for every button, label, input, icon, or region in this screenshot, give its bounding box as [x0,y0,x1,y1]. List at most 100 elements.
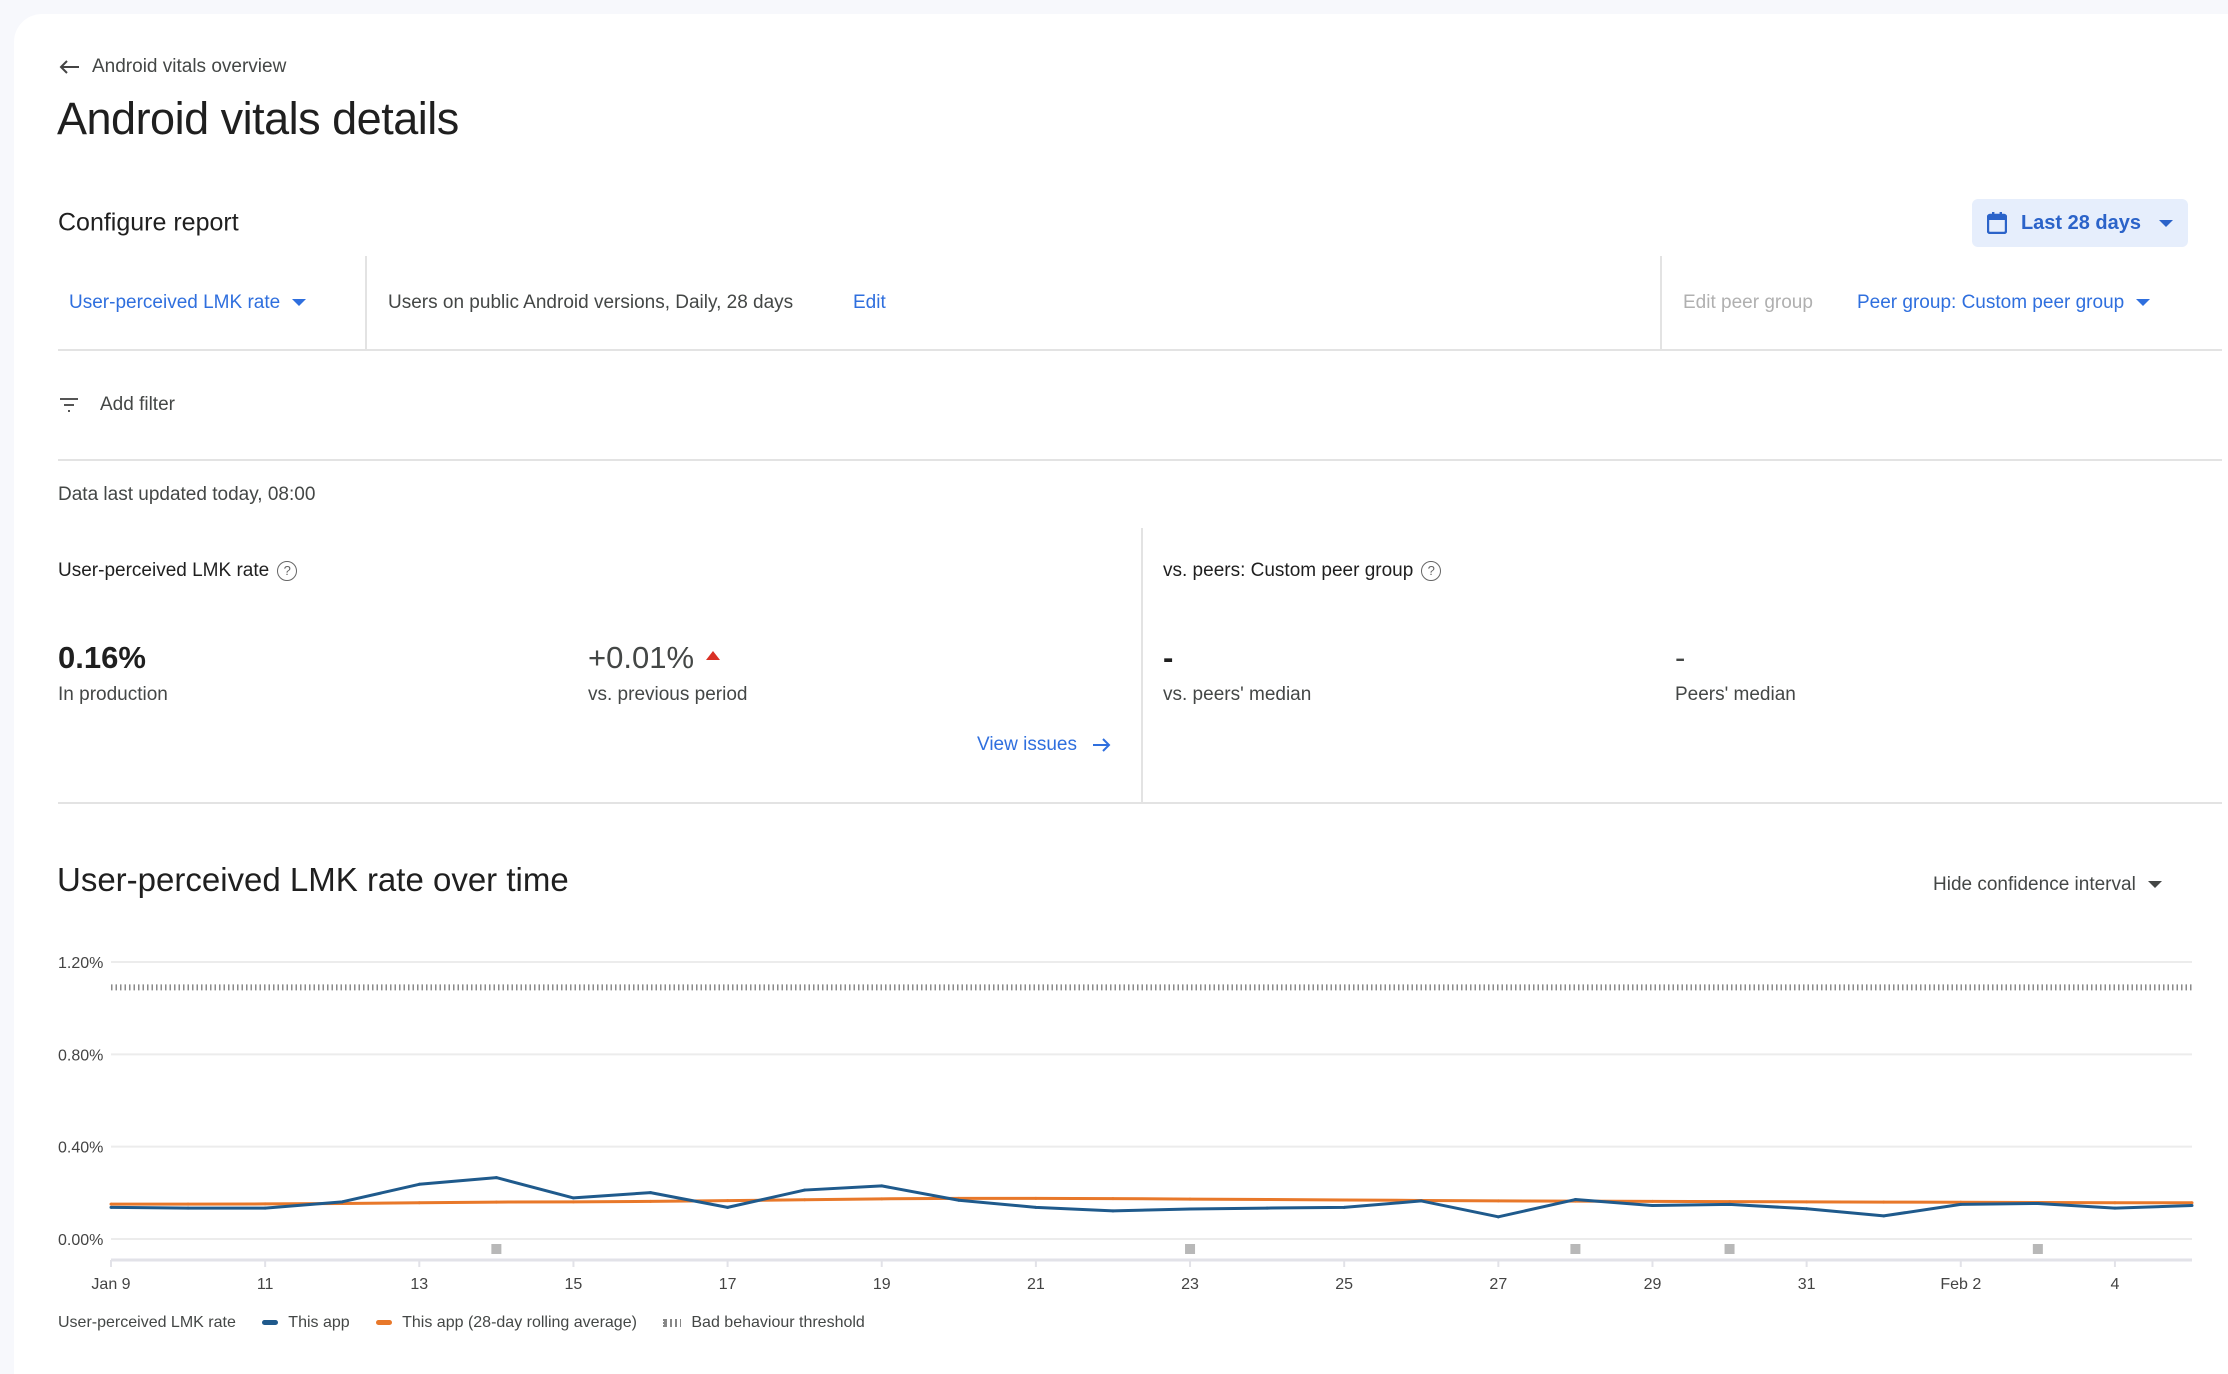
this-app-point [571,1196,575,1200]
metric-title-label: User-perceived LMK rate [58,560,270,581]
date-range-button[interactable]: Last 28 days [1972,199,2188,247]
this-app-point [1265,1206,1269,1210]
metric-value: 0.16% [58,640,146,675]
this-app-point [1728,1202,1732,1206]
this-app-point [2113,1206,2117,1210]
divider [1660,256,1662,350]
back-link-label: Android vitals overview [92,56,287,77]
this-app-point [340,1200,344,1204]
caret-down-icon [2136,299,2151,307]
event-marker [2032,1244,2043,1254]
arrow-back-icon [59,60,79,74]
this-app-point [649,1191,653,1195]
x-tick-label: 17 [719,1276,737,1293]
x-tick-label: 13 [410,1276,428,1293]
rolling-average-point [1188,1197,1192,1201]
metric-value-label: In production [58,684,168,705]
caret-down-icon [2147,881,2162,889]
rolling-average-point [1265,1198,1269,1202]
legend-item-threshold[interactable]: Bad behaviour threshold [663,1314,865,1331]
divider [58,802,2222,804]
legend-swatch [262,1320,279,1326]
metric-title: User-perceived LMK rate? [58,560,298,582]
legend-swatch [376,1320,393,1326]
rolling-average-point [571,1200,575,1204]
metric-change: +0.01% [588,640,721,676]
page-title: Android vitals details [57,93,459,144]
last-updated-text: Data last updated today, 08:00 [58,484,316,505]
legend-title: User-perceived LMK rate [58,1314,236,1331]
this-app-point [1959,1202,1963,1206]
rolling-average-point [1650,1199,1654,1203]
x-tick-label: 15 [565,1276,583,1293]
help-icon[interactable]: ? [1421,560,1442,581]
filter-icon [60,397,78,412]
this-app-point [109,1205,113,1209]
rolling-average-point [1496,1199,1500,1203]
this-app-point [726,1205,730,1209]
x-tick-label: Jan 9 [91,1276,130,1293]
rolling-average-point [109,1202,113,1206]
help-icon[interactable]: ? [277,560,298,581]
trend-up-icon [706,651,721,661]
metric-dropdown[interactable]: User-perceived LMK rate [69,292,307,314]
x-tick-label: 25 [1335,1276,1353,1293]
this-app-point [1805,1207,1809,1211]
rolling-average-point [1882,1200,1886,1204]
chart-title: User-perceived LMK rate over time [57,861,569,898]
caret-down-icon [292,299,307,307]
rolling-average-point [1342,1198,1346,1202]
peers-median-value: - [1675,640,1686,675]
x-tick-label: 29 [1644,1276,1662,1293]
rolling-average-point [803,1198,807,1202]
event-marker [1570,1244,1581,1254]
legend-label: Bad behaviour threshold [691,1314,865,1331]
chart-legend: User-perceived LMK rate This app This ap… [58,1314,865,1332]
rolling-average-point [880,1197,884,1201]
x-tick-label: Feb 2 [1940,1276,1981,1293]
back-link[interactable]: Android vitals overview [58,56,286,78]
this-app-point [1650,1204,1654,1208]
rolling-average-point [1728,1200,1732,1204]
metric-change-label: vs. previous period [588,684,748,705]
this-app-point [1573,1198,1577,1202]
edit-population-link[interactable]: Edit [853,292,886,313]
legend-item-this-app[interactable]: This app [262,1314,350,1331]
rolling-average-point [1805,1200,1809,1204]
rolling-average-point [494,1200,498,1204]
this-app-point [1882,1214,1886,1218]
add-filter-label: Add filter [100,394,175,415]
configure-report-title: Configure report [58,208,239,237]
add-filter-button[interactable]: Add filter [58,394,175,416]
this-app-point [1496,1215,1500,1219]
x-tick-label: 27 [1489,1276,1507,1293]
this-app-point [1034,1205,1038,1209]
date-range-label: Last 28 days [2020,211,2142,234]
rolling-average-point [186,1202,190,1206]
vs-peers-median-value: - [1163,640,1174,675]
this-app-point [263,1206,267,1210]
x-tick-label: 23 [1181,1276,1199,1293]
this-app-line [110,1176,2193,1219]
peers-median-label: Peers' median [1675,684,1796,705]
metric-change-value: +0.01% [588,640,695,675]
peer-group-dropdown[interactable]: Peer group: Custom peer group [1857,292,2151,314]
vs-peers-median-label: vs. peers' median [1163,684,1312,705]
confidence-interval-label: Hide confidence interval [1933,874,2136,895]
legend-item-rolling-average[interactable]: This app (28-day rolling average) [376,1314,637,1331]
divider [1141,528,1143,803]
confidence-interval-dropdown[interactable]: Hide confidence interval [1933,874,2162,896]
view-issues-link[interactable]: View issues [977,734,1112,756]
metric-dropdown-label: User-perceived LMK rate [69,292,281,313]
x-tick-label: 21 [1027,1276,1045,1293]
this-app-point [1419,1199,1423,1203]
rolling-average-point [2190,1201,2194,1205]
x-tick-label: 19 [873,1276,891,1293]
edit-peer-group-button[interactable]: Edit peer group [1683,292,1813,313]
this-app-point [2190,1204,2194,1208]
event-marker [1724,1244,1735,1254]
x-tick-label: 4 [2110,1276,2119,1293]
divider [58,349,2222,351]
this-app-point [1342,1205,1346,1209]
this-app-point [1111,1209,1115,1213]
